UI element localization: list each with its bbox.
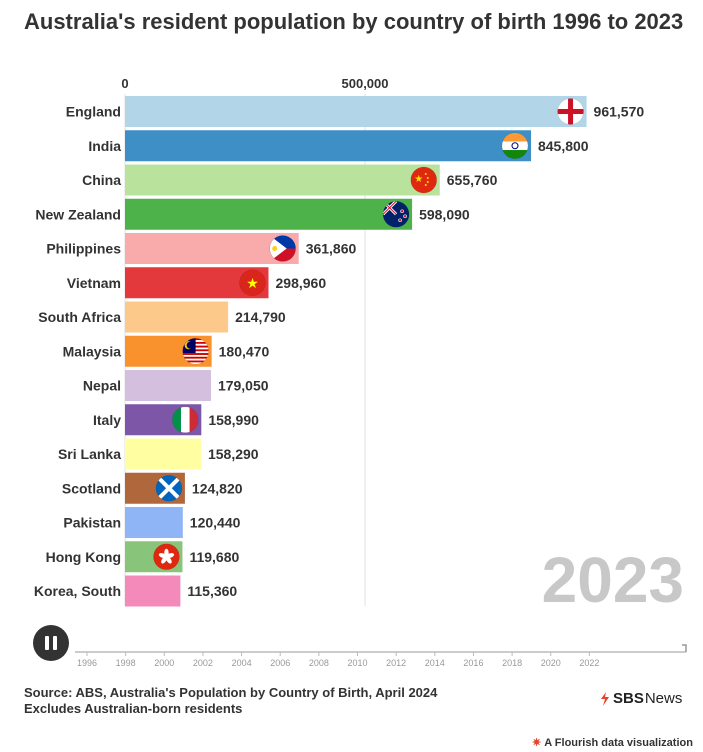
bar xyxy=(125,575,181,607)
scotland-flag-icon xyxy=(155,475,182,502)
flourish-credit[interactable]: ✷ A Flourish data visualization xyxy=(532,737,693,749)
exclusion-note: Excludes Australian-born residents xyxy=(24,701,243,716)
bar-row: Malaysia 180,470 xyxy=(63,335,270,367)
svg-text:★: ★ xyxy=(246,276,259,292)
bar-row: South Africa 214,790 xyxy=(38,301,286,333)
flourish-icon: ✷ xyxy=(532,737,542,749)
timeline-year-label[interactable]: 2012 xyxy=(386,658,406,668)
timeline-year-label[interactable]: 1998 xyxy=(116,658,136,668)
category-label: Pakistan xyxy=(63,515,121,531)
value-label: 179,050 xyxy=(218,378,269,394)
bar xyxy=(125,370,211,401)
sbs-news-logo: SBS News xyxy=(600,690,682,707)
value-label: 158,290 xyxy=(208,446,259,462)
x-tick-label: 500,000 xyxy=(342,76,389,91)
italy-flag-icon xyxy=(172,406,199,433)
timeline-year-label[interactable]: 2018 xyxy=(502,658,522,668)
bar-row: Pakistan 120,440 xyxy=(63,507,241,538)
bar-row: Nepal 179,050 xyxy=(83,370,269,401)
value-label: 120,440 xyxy=(190,515,241,531)
bar xyxy=(125,164,440,196)
china-flag-icon: ★ xyxy=(410,167,437,193)
vietnam-flag-icon: ★ xyxy=(239,269,266,296)
value-label: 845,800 xyxy=(538,138,589,154)
bar xyxy=(125,301,229,333)
source-note: Source: ABS, Australia's Population by C… xyxy=(24,685,437,717)
hong-kong-flag-icon xyxy=(153,543,180,570)
timeline-year-label[interactable]: 2014 xyxy=(425,658,445,668)
category-label: Malaysia xyxy=(63,343,122,359)
bar-row: Korea, South 115,360 xyxy=(34,575,237,607)
chart-title: Australia's resident population by count… xyxy=(24,9,684,34)
bar-row: India 845,800 xyxy=(88,130,589,162)
new-zealand-flag-icon xyxy=(383,201,410,228)
timeline-year-label[interactable]: 2006 xyxy=(270,658,290,668)
bar xyxy=(125,198,413,230)
value-label: 298,960 xyxy=(276,275,327,291)
pause-icon xyxy=(45,636,49,650)
value-label: 361,860 xyxy=(306,241,357,257)
svg-text:★: ★ xyxy=(414,174,423,185)
category-label: China xyxy=(82,172,121,188)
x-tick-label: 0 xyxy=(121,76,128,91)
category-label: Hong Kong xyxy=(46,549,121,565)
england-flag-icon xyxy=(557,98,584,125)
bar-row: Italy 158,990 xyxy=(93,404,259,436)
category-label: Vietnam xyxy=(67,275,121,291)
bar-row: Scotland 124,820 xyxy=(62,472,243,504)
malaysia-flag-icon xyxy=(182,338,209,365)
india-flag-icon xyxy=(501,132,528,159)
source-line: Source: ABS, Australia's Population by C… xyxy=(24,685,438,700)
philippines-flag-icon xyxy=(269,235,296,262)
category-label: England xyxy=(66,104,121,120)
timeline-handle[interactable] xyxy=(682,644,687,652)
bar-row: Hong Kong 119,680 xyxy=(46,541,239,573)
category-label: South Africa xyxy=(38,309,121,325)
value-label: 214,790 xyxy=(235,309,286,325)
timeline-year-label[interactable]: 2010 xyxy=(348,658,368,668)
timeline-year-label[interactable]: 2022 xyxy=(579,658,599,668)
bar-row: Philippines 361,860 xyxy=(46,233,357,264)
bar-row: New Zealand 598,090 xyxy=(35,198,470,230)
value-label: 180,470 xyxy=(219,343,270,359)
timeline-year-label[interactable]: 2020 xyxy=(541,658,561,668)
bar xyxy=(125,130,531,162)
bar xyxy=(125,96,587,127)
bar-row: Sri Lanka 158,290 xyxy=(58,438,259,470)
timeline-year-label[interactable]: 2008 xyxy=(309,658,329,668)
category-label: Italy xyxy=(93,412,121,428)
bar-row: China ★ 655,760 xyxy=(82,164,498,196)
timeline-year-label[interactable]: 2004 xyxy=(232,658,252,668)
value-label: 119,680 xyxy=(189,549,239,565)
value-label: 124,820 xyxy=(192,480,243,496)
category-label: New Zealand xyxy=(35,206,121,222)
value-label: 158,990 xyxy=(208,412,259,428)
value-label: 598,090 xyxy=(419,206,470,222)
timeline-year-label[interactable]: 2016 xyxy=(463,658,483,668)
category-label: Scotland xyxy=(62,480,121,496)
timeline-year-label[interactable]: 1996 xyxy=(77,658,97,668)
category-label: Philippines xyxy=(46,241,121,257)
bar-row: England 961,570 xyxy=(66,96,645,127)
pause-button[interactable] xyxy=(33,625,69,661)
value-label: 115,360 xyxy=(187,583,237,599)
category-label: Korea, South xyxy=(34,583,121,599)
current-year-label: 2023 xyxy=(542,544,684,616)
bar xyxy=(125,438,201,470)
timeline-year-label[interactable]: 2000 xyxy=(154,658,174,668)
category-label: Nepal xyxy=(83,378,121,394)
bar-row: Vietnam ★ 298,960 xyxy=(67,267,327,299)
category-label: India xyxy=(88,138,121,154)
timeline-year-label[interactable]: 2002 xyxy=(193,658,213,668)
sbs-logo-icon xyxy=(601,691,609,706)
value-label: 655,760 xyxy=(447,172,498,188)
bar xyxy=(125,507,183,538)
category-label: Sri Lanka xyxy=(58,446,121,462)
value-label: 961,570 xyxy=(594,104,645,120)
